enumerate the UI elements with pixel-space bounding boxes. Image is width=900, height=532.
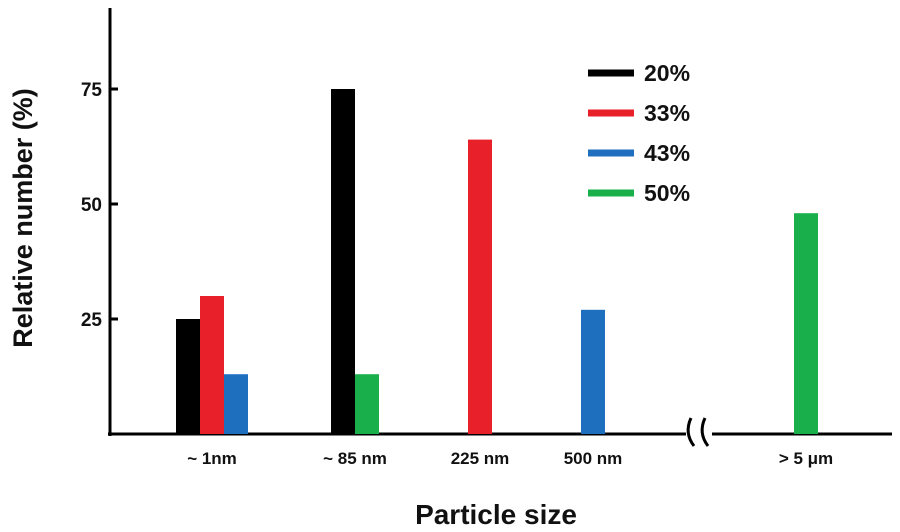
bar-20pct-0 [176,319,200,434]
category-label: 225 nm [451,449,510,468]
x-axis-label: Particle size [415,499,577,530]
bar-20pct-1 [331,89,355,434]
bar-33pct-2 [468,139,492,434]
bar-50pct-1 [355,374,379,434]
legend-label: 33% [644,100,690,126]
category-label: 500 nm [564,449,623,468]
y-ticks: 25 50 75 [81,80,118,331]
bar-33pct-0 [200,296,224,434]
legend-label: 20% [644,60,690,86]
bar-50pct-4 [794,213,818,434]
y-tick-label: 75 [81,80,103,101]
category-label: ~ 85 nm [323,449,387,468]
axis-break-icon [686,417,710,447]
bar-43pct-3 [581,309,605,434]
category-label: ~ 1nm [187,449,237,468]
bar-43pct-0 [224,374,248,434]
category-labels: ~ 1nm ~ 85 nm 225 nm 500 nm > 5 μm [187,449,833,468]
y-tick-label: 50 [81,195,102,216]
y-tick-label: 25 [81,310,103,331]
category-label: > 5 μm [779,449,833,468]
y-axis-label: Relative number (%) [8,88,38,348]
legend: 20% 33% 43% 50% [588,60,690,206]
bars [176,89,818,434]
legend-label: 50% [644,180,690,206]
legend-label: 43% [644,140,690,166]
